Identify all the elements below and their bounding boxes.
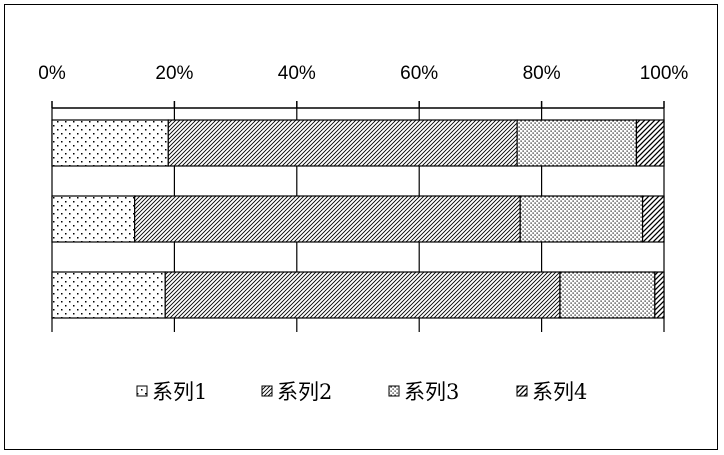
bars: [51, 119, 665, 319]
bar-segment-row1-series4: [635, 119, 665, 167]
legend-label-3: 系列3: [404, 380, 459, 404]
bar-segment-row2-series1: [51, 195, 136, 243]
x-tick-label-1: 20%: [155, 63, 193, 84]
x-tick-label-4: 80%: [523, 63, 561, 84]
x-axis: 0% 20% 40% 60% 80% 100%: [38, 63, 689, 109]
bar-segment-row2-series3: [519, 195, 644, 243]
legend-swatch-4: [516, 385, 528, 397]
bar-segment-row2-series4: [641, 195, 665, 243]
legend-label-1: 系列1: [152, 380, 207, 404]
legend-label-4: 系列4: [532, 380, 587, 404]
legend-swatch-2: [261, 385, 273, 397]
legend-swatch-1: [136, 385, 148, 397]
bar-segment-row1-series3: [516, 119, 638, 167]
bar-segment-row2-series2: [134, 195, 521, 243]
bar-segment-row3-series2: [164, 271, 561, 319]
bar-segment-row1-series2: [167, 119, 518, 167]
x-tick-label-3: 60%: [400, 63, 438, 84]
bar-segment-row3-series1: [51, 271, 166, 319]
bar-segment-row1-series1: [51, 119, 169, 167]
legend-label-2: 系列2: [277, 380, 332, 404]
bar-segment-row3-series3: [559, 271, 656, 319]
legend-swatch-3: [388, 385, 400, 397]
legend: 系列1 系列2 系列3 系列4: [136, 380, 587, 404]
x-tick-label-5: 100%: [640, 63, 689, 84]
x-tick-label-2: 40%: [278, 63, 316, 84]
bar-segment-row3-series4: [654, 271, 665, 319]
x-tick-label-0: 0%: [38, 63, 66, 84]
